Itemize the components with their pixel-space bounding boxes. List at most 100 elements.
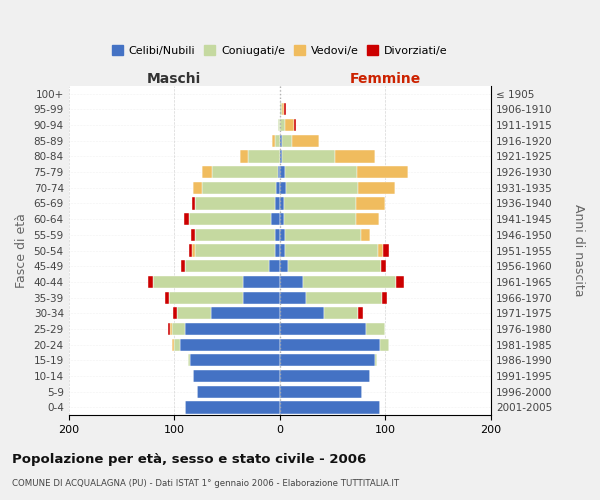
Text: Popolazione per età, sesso e stato civile - 2006: Popolazione per età, sesso e stato civil… xyxy=(12,452,366,466)
Bar xyxy=(292,134,319,147)
Bar xyxy=(153,276,243,288)
Bar xyxy=(280,354,375,366)
Bar xyxy=(239,150,248,162)
Bar xyxy=(280,119,285,131)
Bar xyxy=(196,244,275,256)
Bar xyxy=(280,198,284,209)
Bar xyxy=(202,166,212,178)
Bar xyxy=(272,134,275,147)
Bar xyxy=(275,198,280,209)
Y-axis label: Fasce di età: Fasce di età xyxy=(15,213,28,288)
Bar xyxy=(193,182,202,194)
Bar xyxy=(280,260,288,272)
Bar xyxy=(284,198,356,209)
Bar xyxy=(356,198,385,209)
Bar xyxy=(191,229,196,241)
Bar xyxy=(293,119,296,131)
Bar xyxy=(168,323,170,335)
Bar xyxy=(185,323,280,335)
Bar xyxy=(382,292,388,304)
Bar xyxy=(280,134,282,147)
Bar xyxy=(383,244,389,256)
Y-axis label: Anni di nascita: Anni di nascita xyxy=(572,204,585,297)
Bar xyxy=(148,276,153,288)
Bar xyxy=(165,292,169,304)
Text: Femmine: Femmine xyxy=(350,72,421,86)
Bar xyxy=(178,307,211,320)
Bar xyxy=(278,166,280,178)
Bar xyxy=(396,276,404,288)
Bar xyxy=(179,338,280,351)
Bar xyxy=(275,182,280,194)
Bar xyxy=(324,307,358,320)
Bar xyxy=(280,307,324,320)
Bar xyxy=(202,182,275,194)
Bar xyxy=(172,323,185,335)
Bar xyxy=(189,213,271,226)
Bar xyxy=(275,229,280,241)
Bar xyxy=(280,386,362,398)
Bar xyxy=(282,150,335,162)
Bar xyxy=(303,276,396,288)
Bar xyxy=(280,338,380,351)
Bar xyxy=(271,213,280,226)
Bar xyxy=(285,244,378,256)
Bar xyxy=(248,150,280,162)
Bar xyxy=(185,402,280,413)
Bar xyxy=(173,307,178,320)
Bar xyxy=(170,323,172,335)
Bar xyxy=(275,134,280,147)
Bar xyxy=(280,244,285,256)
Bar xyxy=(358,182,395,194)
Bar xyxy=(280,370,370,382)
Bar xyxy=(280,292,306,304)
Bar xyxy=(174,338,179,351)
Bar xyxy=(280,166,285,178)
Bar xyxy=(192,244,196,256)
Bar xyxy=(278,119,280,131)
Text: Maschi: Maschi xyxy=(147,72,202,86)
Bar xyxy=(285,166,357,178)
Bar xyxy=(335,150,375,162)
Bar xyxy=(380,338,389,351)
Bar xyxy=(196,229,275,241)
Bar xyxy=(280,229,285,241)
Bar xyxy=(269,260,280,272)
Bar xyxy=(361,229,370,241)
Bar xyxy=(285,229,361,241)
Bar xyxy=(275,244,280,256)
Bar xyxy=(172,338,174,351)
Bar xyxy=(184,213,189,226)
Bar xyxy=(197,386,280,398)
Bar xyxy=(189,244,192,256)
Bar xyxy=(280,323,367,335)
Bar xyxy=(286,182,358,194)
Bar xyxy=(280,150,282,162)
Bar xyxy=(280,104,282,116)
Bar xyxy=(306,292,382,304)
Bar xyxy=(356,213,379,226)
Text: COMUNE DI ACQUALAGNA (PU) - Dati ISTAT 1° gennaio 2006 - Elaborazione TUTTITALIA: COMUNE DI ACQUALAGNA (PU) - Dati ISTAT 1… xyxy=(12,479,399,488)
Bar xyxy=(212,166,278,178)
Bar xyxy=(181,260,185,272)
Bar xyxy=(378,244,383,256)
Bar xyxy=(185,260,269,272)
Bar xyxy=(169,292,243,304)
Bar xyxy=(375,354,377,366)
Bar xyxy=(284,104,286,116)
Bar xyxy=(381,260,386,272)
Bar xyxy=(211,307,280,320)
Bar xyxy=(243,276,280,288)
Bar xyxy=(285,119,293,131)
Bar xyxy=(280,276,303,288)
Bar xyxy=(193,370,280,382)
Bar xyxy=(282,134,292,147)
Bar xyxy=(280,213,284,226)
Bar xyxy=(280,402,380,413)
Bar xyxy=(357,166,407,178)
Bar xyxy=(282,104,284,116)
Bar xyxy=(192,198,196,209)
Bar xyxy=(188,354,190,366)
Bar xyxy=(284,213,356,226)
Legend: Celibi/Nubili, Coniugati/e, Vedovi/e, Divorziati/e: Celibi/Nubili, Coniugati/e, Vedovi/e, Di… xyxy=(112,46,448,56)
